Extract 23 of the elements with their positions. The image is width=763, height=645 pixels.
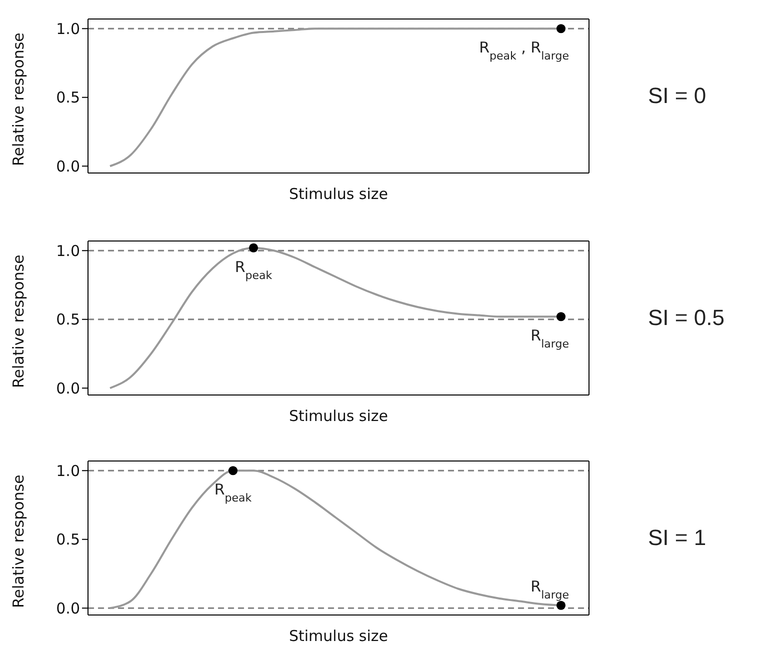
y-axis-title: Relative response bbox=[9, 254, 28, 388]
text: SI = 0.5 bbox=[648, 305, 724, 331]
text: SI = 1 bbox=[648, 525, 706, 551]
y-tick-label: 0.5 bbox=[56, 88, 80, 107]
y-tick-label: 0.0 bbox=[56, 379, 80, 398]
data-label: R$_{large}$ bbox=[530, 326, 570, 350]
x-axis-title: Stimulus size bbox=[288, 407, 388, 425]
y-axis-title: Relative response bbox=[9, 32, 28, 166]
y-tick-label: 0.5 bbox=[56, 310, 80, 329]
x-axis-title: Stimulus size bbox=[288, 627, 388, 645]
y-tick-label: 1.0 bbox=[56, 462, 80, 480]
y-tick-label: 0.0 bbox=[56, 599, 80, 618]
y-tick-label: 0.5 bbox=[56, 530, 80, 549]
y-tick-label: 1.0 bbox=[56, 242, 80, 260]
text: SI = 0 bbox=[648, 83, 706, 109]
y-tick-label: 1.0 bbox=[56, 20, 80, 38]
data-label: R$_{peak}$ , R$_{large}$ bbox=[479, 38, 570, 62]
y-axis-title: Relative response bbox=[9, 474, 28, 608]
y-tick-label: 0.0 bbox=[56, 157, 80, 176]
data-label: R$_{large}$ bbox=[530, 577, 570, 601]
data-label: R$_{peak}$ bbox=[234, 258, 273, 282]
data-label: R$_{peak}$ bbox=[214, 480, 252, 504]
x-axis-title: Stimulus size bbox=[288, 185, 388, 203]
